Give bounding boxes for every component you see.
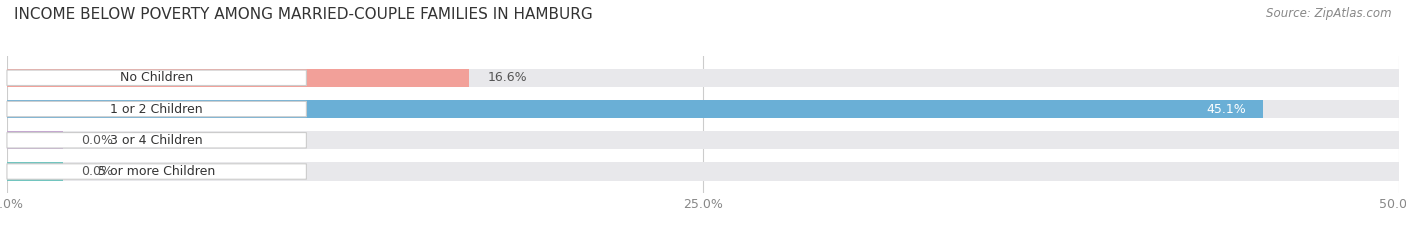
- Bar: [7, 162, 1399, 181]
- FancyBboxPatch shape: [7, 101, 307, 117]
- Text: 0.0%: 0.0%: [80, 165, 112, 178]
- Bar: [7, 162, 63, 181]
- Text: 45.1%: 45.1%: [1206, 103, 1246, 116]
- FancyBboxPatch shape: [7, 133, 307, 148]
- FancyBboxPatch shape: [7, 164, 307, 179]
- Bar: [7, 69, 1399, 87]
- Text: 1 or 2 Children: 1 or 2 Children: [110, 103, 202, 116]
- Bar: [7, 131, 1399, 149]
- Text: 16.6%: 16.6%: [488, 71, 527, 84]
- FancyBboxPatch shape: [7, 70, 307, 86]
- Text: 0.0%: 0.0%: [80, 134, 112, 147]
- Text: 3 or 4 Children: 3 or 4 Children: [110, 134, 202, 147]
- Bar: [7, 131, 63, 149]
- Text: 5 or more Children: 5 or more Children: [98, 165, 215, 178]
- Text: No Children: No Children: [120, 71, 193, 84]
- Text: Source: ZipAtlas.com: Source: ZipAtlas.com: [1267, 7, 1392, 20]
- Text: INCOME BELOW POVERTY AMONG MARRIED-COUPLE FAMILIES IN HAMBURG: INCOME BELOW POVERTY AMONG MARRIED-COUPL…: [14, 7, 593, 22]
- Bar: [7, 69, 470, 87]
- Bar: [7, 100, 1399, 118]
- Bar: [7, 100, 1263, 118]
